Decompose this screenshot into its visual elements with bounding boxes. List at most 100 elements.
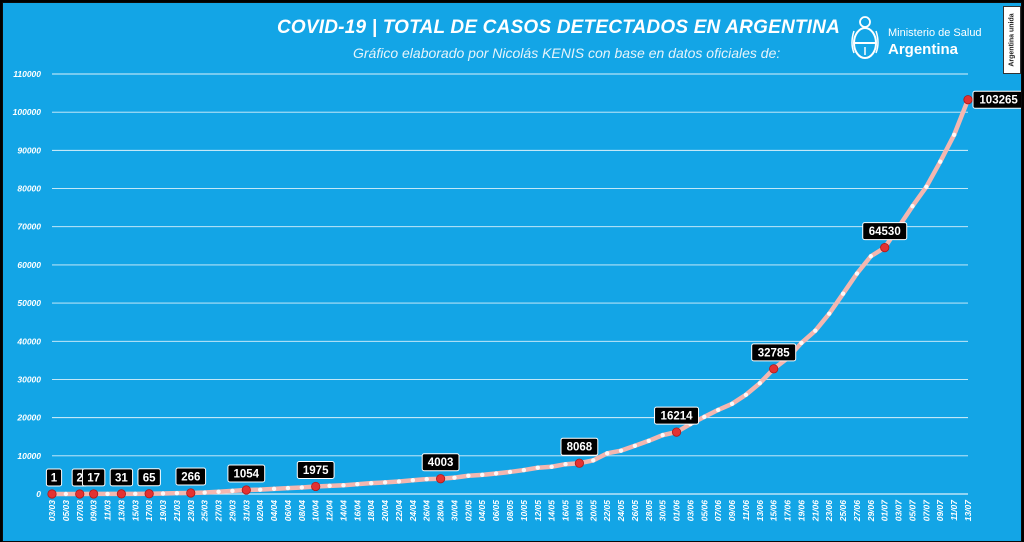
y-tick-label: 40000 — [16, 336, 41, 346]
series-marker — [355, 481, 360, 487]
series-marker — [424, 476, 429, 482]
data-label-box — [45, 468, 63, 487]
series-marker — [840, 291, 846, 296]
x-tick-label: 07/06 — [713, 500, 723, 522]
series-marker — [854, 271, 860, 276]
x-tick-label: 22/04 — [394, 500, 404, 523]
series-marker — [910, 204, 915, 209]
x-tick-label: 19/06 — [796, 500, 806, 522]
series-marker — [715, 407, 721, 413]
x-tick-label: 01/06 — [672, 500, 682, 522]
series-marker — [230, 488, 235, 494]
x-tick-label: 25/03 — [200, 500, 210, 523]
series-marker — [521, 467, 527, 473]
series-marker — [799, 340, 804, 346]
series-marker — [660, 432, 665, 438]
data-label: 2 — [77, 472, 83, 484]
data-point — [671, 427, 682, 437]
series-marker — [63, 491, 69, 497]
data-label-box — [109, 468, 134, 487]
series-marker — [563, 461, 568, 467]
series-marker — [951, 132, 957, 138]
x-tick-label: 21/06 — [810, 500, 820, 523]
x-tick-label: 17/06 — [783, 500, 793, 522]
series-marker — [493, 471, 499, 476]
x-tick-label: 19/03 — [158, 500, 168, 522]
x-tick-label: 14/05 — [547, 500, 557, 522]
series-marker — [549, 464, 554, 469]
x-tick-label: 23/03 — [186, 500, 196, 523]
data-label: 1054 — [234, 468, 260, 480]
series-marker — [507, 469, 513, 475]
x-tick-label: 06/05 — [491, 500, 501, 522]
x-tick-label: 02/04 — [255, 500, 265, 522]
data-label: 16214 — [661, 411, 694, 423]
x-tick-label: 23/06 — [824, 500, 834, 523]
logo-country-text: Argentina — [888, 41, 959, 58]
x-tick-label: 21/03 — [172, 500, 182, 523]
data-label-box — [175, 467, 207, 486]
x-tick-label: 05/06 — [699, 500, 709, 522]
series-marker — [299, 485, 305, 490]
series-marker — [410, 478, 416, 483]
x-tick-label: 06/04 — [283, 500, 293, 522]
x-tick-label: 03/06 — [685, 500, 695, 522]
series-marker — [382, 480, 388, 485]
series-marker — [466, 473, 471, 478]
data-label: 17 — [87, 472, 100, 484]
x-tick-label: 30/05 — [658, 500, 668, 522]
series-marker — [618, 448, 624, 453]
x-tick-label: 15/06 — [769, 500, 779, 522]
series-marker — [202, 490, 207, 495]
y-tick-label: 60000 — [17, 260, 41, 270]
data-point — [47, 489, 57, 499]
series-marker — [160, 491, 166, 496]
x-tick-label: 27/03 — [214, 500, 224, 523]
series-marker — [327, 483, 332, 489]
x-tick-label: 08/05 — [505, 500, 515, 522]
series-marker — [452, 475, 457, 480]
y-tick-label: 50000 — [17, 298, 41, 308]
data-label-box — [862, 222, 908, 241]
data-label: 1 — [51, 472, 58, 484]
data-point — [186, 488, 196, 498]
x-tick-label: 03/03 — [47, 500, 57, 522]
series-marker — [827, 311, 832, 316]
argentina-unida-badge: Argentina unida — [1003, 6, 1021, 74]
y-tick-label: 100000 — [13, 107, 42, 117]
x-tick-label: 25/06 — [838, 500, 848, 523]
y-tick-label: 90000 — [17, 145, 41, 155]
x-tick-label: 14/04 — [338, 500, 348, 522]
x-tick-label: 15/03 — [130, 500, 140, 522]
x-tick-label: 11/07 — [949, 499, 959, 521]
y-tick-label: 80000 — [17, 184, 41, 194]
x-tick-label: 10/05 — [519, 500, 529, 522]
x-tick-label: 24/04 — [408, 500, 418, 523]
x-tick-label: 01/07 — [880, 499, 890, 522]
x-tick-label: 05/07 — [907, 499, 917, 522]
data-point — [574, 458, 584, 468]
x-tick-label: 26/04 — [422, 500, 432, 523]
logo-ministry-text: Ministerio de Salud — [888, 27, 982, 39]
x-tick-label: 12/05 — [533, 500, 543, 522]
series-marker — [591, 458, 596, 463]
data-label: 31 — [115, 472, 128, 484]
series-marker — [938, 159, 943, 164]
series-marker — [271, 486, 277, 492]
data-point — [144, 489, 154, 499]
x-tick-label: 13/06 — [755, 500, 765, 522]
series-line — [49, 97, 971, 497]
y-tick-label: 10000 — [17, 451, 41, 461]
x-tick-label: 05/03 — [61, 500, 71, 522]
data-label: 1975 — [303, 465, 329, 477]
x-tick-label: 30/04 — [449, 500, 459, 522]
x-tick-label: 28/05 — [644, 500, 654, 523]
x-tick-label: 07/07 — [921, 499, 931, 522]
series-marker — [396, 479, 402, 484]
x-tick-label: 29/06 — [866, 500, 876, 523]
x-tick-label: 09/03 — [89, 500, 99, 522]
chart-title: COVID-19 | TOTAL DE CASOS DETECTADOS EN … — [277, 17, 840, 38]
y-tick-label: 0 — [36, 489, 41, 499]
data-label-box — [81, 468, 106, 487]
data-point — [769, 364, 779, 374]
